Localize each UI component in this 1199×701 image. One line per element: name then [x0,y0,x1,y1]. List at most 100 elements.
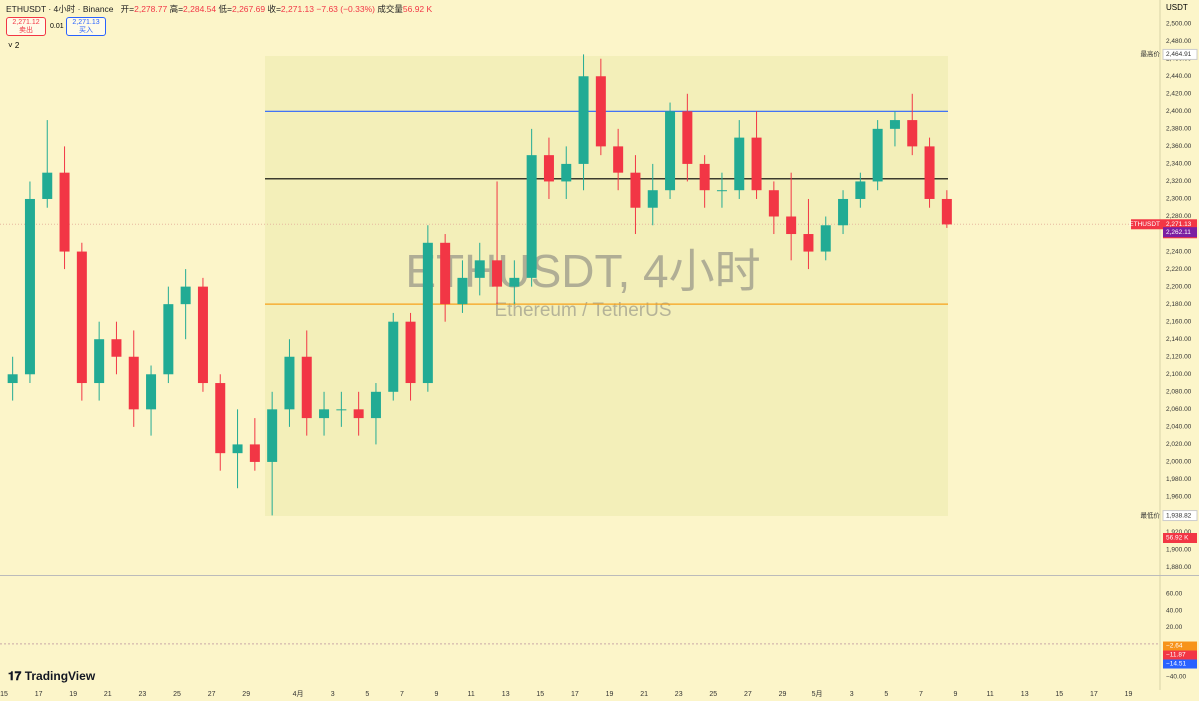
y-tick-label: 2,480.00 [1166,38,1192,45]
candle-body [492,260,503,287]
y-tick-label: 2,000.00 [1166,459,1192,466]
x-tick-label: 15 [536,691,544,698]
macd-tag-label: −14.51 [1166,661,1186,668]
candle-body [543,155,554,182]
candle-body [613,146,624,173]
y-tick-label: 2,060.00 [1166,406,1192,413]
macd-tick-label: −40.00 [1166,674,1186,681]
candle-body [768,190,779,217]
candle-body [232,444,243,454]
y-tick-label: 2,240.00 [1166,248,1192,255]
y-tick-label: 2,040.00 [1166,424,1192,431]
y-tick-label: 2,500.00 [1166,20,1192,27]
y-tick-label: 2,360.00 [1166,143,1192,150]
y-tick-label: 2,080.00 [1166,389,1192,396]
x-tick-label: 7 [919,691,923,698]
buy-price: 2,271.13 [72,19,100,26]
candle-body [215,383,226,454]
candle-body [924,146,935,199]
y-tick-label: 1,960.00 [1166,494,1192,501]
candle-body [803,234,814,252]
symbol[interactable]: ETHUSDT · 4小时 · Binance [6,4,114,14]
candle-body [578,76,589,164]
logo: 𝟏𝟕 TradingView [8,669,96,683]
price-tag [1162,510,1198,522]
x-tick-label: 19 [606,691,614,698]
x-tick-label: 5月 [812,690,823,698]
x-tick-label: 19 [69,691,77,698]
candle-body [59,172,70,252]
macd-tag [1163,641,1197,651]
x-tick-label: 15 [1055,691,1063,698]
x-tick-label: 17 [35,691,43,698]
candle-body [630,172,641,208]
x-tick-label: 5 [365,691,369,698]
candle-body [76,251,87,384]
candle-body [405,321,416,384]
candle-body [734,137,745,191]
y-tick-label: 1,920.00 [1166,529,1192,536]
y-tick-label: 2,140.00 [1166,336,1192,343]
sell-button[interactable]: 2,271.12 卖出 [6,17,46,36]
y-tick-label: 2,200.00 [1166,283,1192,290]
price-tag-label: 2,271.13 [1166,221,1192,228]
spread: 0.01 [50,23,64,30]
candle-body [388,321,399,392]
x-tick-label: 13 [502,691,510,698]
candle-body [128,356,139,410]
x-tick-label: 23 [139,691,147,698]
x-tick-label: 13 [1021,691,1029,698]
x-tick-label: 7 [400,691,404,698]
ohlc-value: 2,271.13 [280,4,315,14]
volume-value: 56.92 K [402,4,433,14]
candle-body [907,120,918,147]
indicator-toggle[interactable]: ˅ 2 [8,41,20,50]
ohlc-label: 开= [120,4,135,14]
candle-body [422,242,433,384]
candle-body [647,190,658,208]
x-tick-label: 21 [104,691,112,698]
indicator-count: 2 [14,41,20,50]
candle-body [786,216,797,235]
candle-body [301,356,312,419]
x-tick-label: 29 [779,691,787,698]
macd-tick-label: 40.00 [1166,607,1183,614]
macd-tick-label: 60.00 [1166,591,1183,598]
candle-body [457,277,468,305]
candle-body [180,286,191,305]
buy-button[interactable]: 2,271.13 买入 [66,17,106,36]
x-tick-label: 11 [986,691,993,698]
x-tick-label: 19 [1125,691,1133,698]
x-tick-label: 11 [467,691,474,698]
ohlc-label: 低= [218,4,232,14]
y-tick-label: 2,120.00 [1166,353,1192,360]
macd-tag [1163,650,1197,660]
price-tag-title: ETHUSDT [1129,221,1160,228]
candle-body [561,163,572,182]
symbol-tag [1131,219,1163,230]
y-tick-label: 2,160.00 [1166,318,1192,325]
candle-body [855,181,866,199]
price-tag-title: 最高价 [1141,49,1161,58]
ohlc-value: 2,278.77 [134,4,168,14]
price-tag-label: 1,938.82 [1166,512,1192,519]
candle-body [370,391,381,419]
candle-body [820,225,831,252]
candle-body [872,128,883,182]
candle-body [42,172,53,199]
candle-body [889,120,900,129]
candle-body [284,356,295,410]
y-tick-label: 1,980.00 [1166,476,1192,483]
currency[interactable]: USDT [1166,3,1188,12]
x-tick-label: 25 [173,691,181,698]
x-tick-label: 29 [242,691,250,698]
logo-text: TradingView [24,669,96,683]
y-tick-label: 2,180.00 [1166,301,1192,308]
candle-body [336,409,347,411]
y-tick-label: 1,900.00 [1166,546,1192,553]
y-tick-label: 2,280.00 [1166,213,1192,220]
ohlc-value: 2,284.54 [183,4,217,14]
volume-tag-bg [1163,533,1197,543]
y-tick-label: 2,380.00 [1166,126,1192,133]
y-tick-label: 2,340.00 [1166,161,1192,168]
